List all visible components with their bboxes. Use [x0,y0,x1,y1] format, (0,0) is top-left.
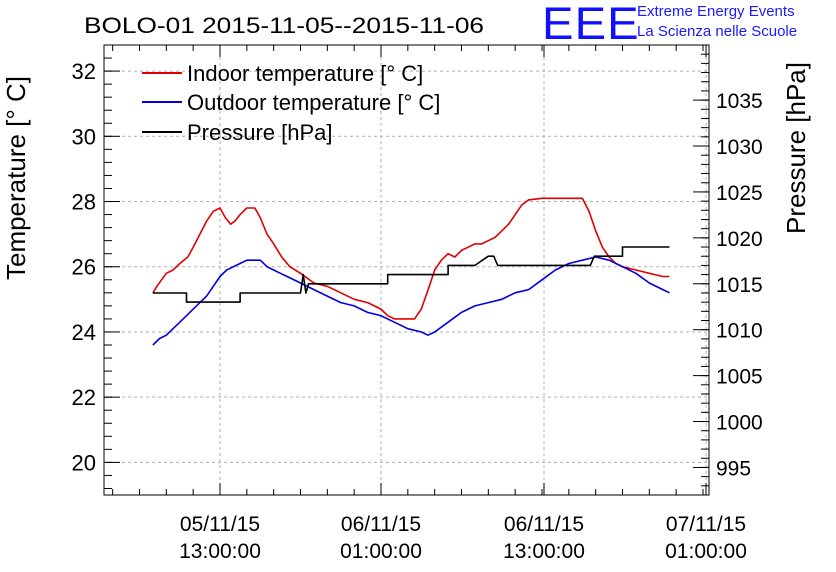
y2-tick-label: 1015 [716,274,763,297]
legend: Indoor temperature [° C] Outdoor temperat… [142,61,440,145]
x-tick-label-date: 05/11/15 [180,513,260,536]
y-tick-label: 22 [72,385,96,410]
x-tick-label-date: 07/11/15 [666,513,746,536]
y2-tick-label: 1025 [716,182,763,205]
logo-line-1: Extreme Energy Events [637,3,795,20]
y2-tick-label: 995 [716,457,751,480]
series-lines [152,197,670,346]
y-tick-label: 32 [72,59,96,84]
y-tick-label: 30 [72,124,96,149]
y-axis-right: 995 1000 1005 1010 1015 1020 1025 1030 1035 [693,53,763,487]
x-axis: 05/11/15 13:00:00 06/11/15 01:00:00 06/11/15… [112,45,747,563]
x-tick-label-time: 13:00:00 [503,540,585,563]
y-axis-left: 20 22 24 26 28 30 32 [72,44,120,489]
plot-frame [103,44,710,496]
grid-lines [104,45,709,495]
y-tick-label: 20 [72,450,96,475]
x-tick-label-date: 06/11/15 [341,513,421,536]
x-tick-label-date: 06/11/15 [504,513,584,536]
eee-logo: EEE Extreme Energy Events La Scienza nel… [540,0,830,49]
y-tick-label: 26 [72,255,96,280]
x-tick-label-time: 01:00:00 [340,540,422,563]
y2-tick-label: 1010 [716,320,763,343]
eee-logo-mark: EEE [542,0,640,49]
y2-tick-label: 1030 [716,136,763,159]
series-line-0 [152,197,670,320]
logo-line-2: La Scienza nelle Scuole [637,23,798,40]
y-axis-label: Temperature [° C] [1,76,31,280]
y2-tick-label: 1020 [716,228,763,251]
x-tick-label-time: 01:00:00 [665,540,747,563]
series-line-2 [152,246,670,303]
legend-label: Indoor temperature [° C] [187,61,423,86]
y2-axis-label: Pressure [hPa] [781,62,811,234]
y2-tick-label: 1035 [716,90,763,113]
y2-tick-label: 1000 [716,412,763,435]
x-tick-label-time: 13:00:00 [179,540,261,563]
chart-title: BOLO-01 2015-11-05--2015-11-06 [84,13,484,38]
legend-label: Outdoor temperature [° C] [187,90,440,115]
y-tick-label: 28 [72,190,96,215]
y2-tick-label: 1005 [716,366,763,389]
legend-label: Pressure [hPa] [187,120,333,145]
y-tick-label: 24 [72,320,96,345]
